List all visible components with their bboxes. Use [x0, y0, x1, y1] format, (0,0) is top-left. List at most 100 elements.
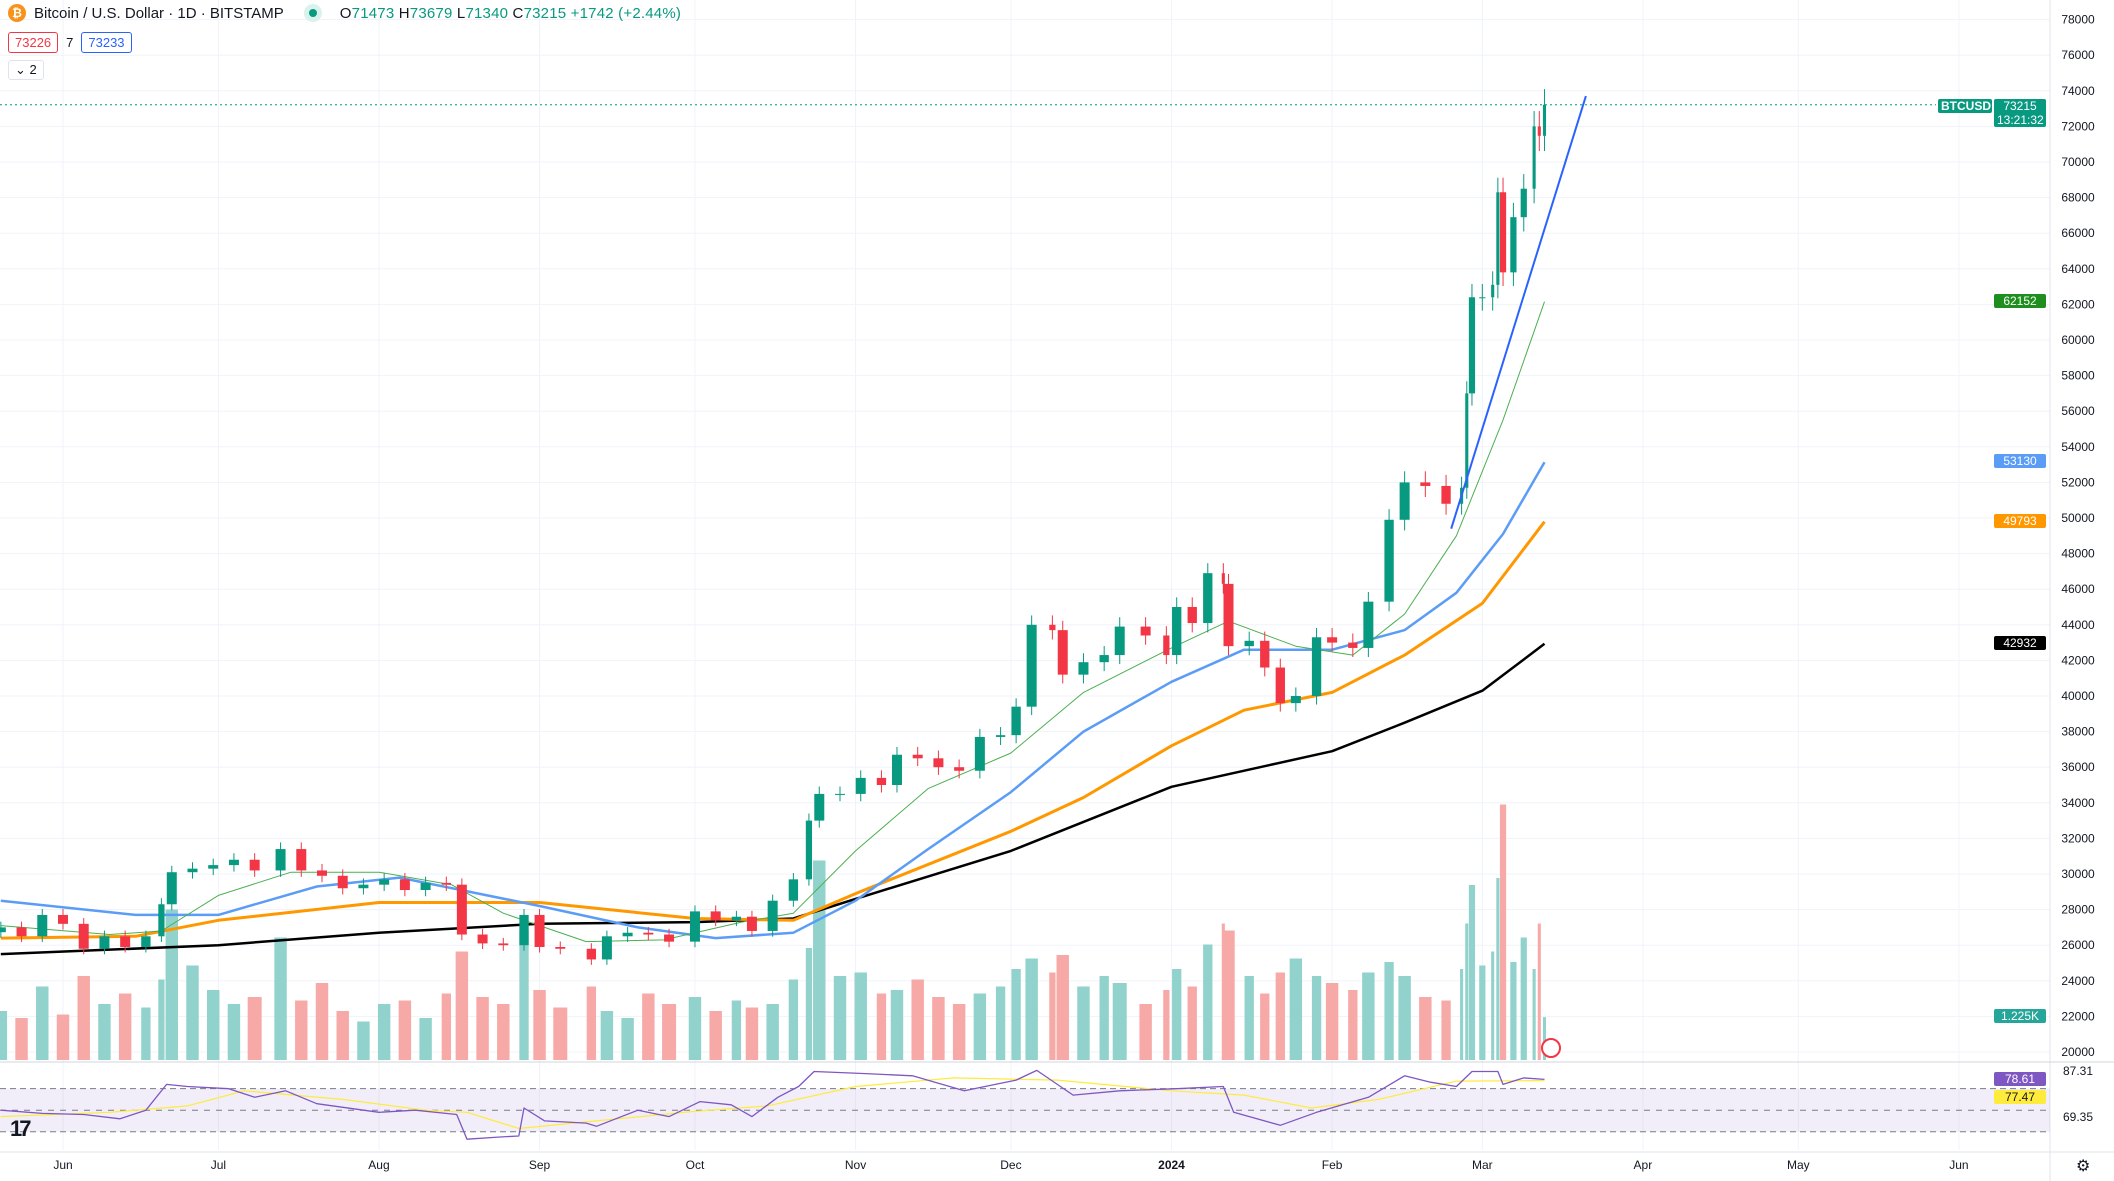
- time-tick-label: Jun: [1949, 1158, 1968, 1172]
- buy-button[interactable]: 73233: [81, 32, 132, 53]
- candle-body: [954, 767, 965, 771]
- candle-body: [1542, 104, 1547, 136]
- price-tick-label: 48000: [2061, 547, 2095, 561]
- volume-bar: [745, 1007, 759, 1060]
- candle-body: [141, 936, 151, 947]
- time-tick-label: Aug: [368, 1158, 389, 1172]
- volume-bar: [1398, 976, 1411, 1060]
- price-tick-label: 78000: [2061, 13, 2095, 27]
- last-price-badge: 73215 13:21:32: [1994, 99, 2046, 127]
- candle-body: [1290, 696, 1301, 704]
- candle-body: [1187, 607, 1197, 624]
- candle-body: [78, 923, 89, 949]
- volume-bar: [642, 993, 655, 1060]
- volume-bar: [1496, 878, 1500, 1060]
- time-tick-label: Sep: [529, 1158, 551, 1172]
- candle-body: [1327, 637, 1338, 643]
- volume-bar: [398, 1000, 412, 1060]
- volume-bar: [1112, 983, 1127, 1060]
- volume-bar: [1362, 972, 1375, 1060]
- candle-body: [166, 872, 177, 905]
- volume-bar: [788, 979, 799, 1060]
- candle-body: [1532, 126, 1536, 189]
- volume-bar: [1348, 990, 1358, 1060]
- time-tick-label: Feb: [1322, 1158, 1343, 1172]
- candle-body: [1537, 126, 1541, 136]
- price-tick-label: 72000: [2061, 119, 2095, 133]
- rsi-ma-badge: 77.47: [1994, 1090, 2046, 1104]
- volume-bar: [295, 1000, 308, 1060]
- volume-bar: [1499, 804, 1507, 1060]
- candle-body: [399, 879, 410, 891]
- volume-bar: [553, 1007, 568, 1060]
- price-tick-label: 64000: [2061, 262, 2095, 276]
- sell-button[interactable]: 73226: [8, 32, 59, 53]
- ma50-badge: 53130: [1994, 454, 2046, 468]
- candle-body: [1275, 667, 1285, 704]
- price-tick-label: 38000: [2061, 725, 2095, 739]
- tradingview-logo[interactable]: 17: [10, 1116, 32, 1141]
- candle-body: [1172, 607, 1182, 656]
- candle-body: [1491, 284, 1495, 298]
- candle-body: [1468, 297, 1476, 394]
- time-tick-label: Dec: [1000, 1158, 1021, 1172]
- ohlc-values: O71473 H73679 L71340 C73215 +1742 (+2.44…: [339, 4, 682, 22]
- candle-body: [1099, 655, 1109, 663]
- volume-bar: [497, 1004, 510, 1060]
- volume-bar: [1537, 923, 1541, 1060]
- candle-body: [767, 900, 778, 931]
- candle-body: [37, 914, 48, 937]
- price-tick-label: 74000: [2061, 84, 2095, 98]
- volume-bar: [586, 986, 597, 1060]
- volume-bar: [118, 993, 132, 1060]
- candle-body: [317, 870, 327, 876]
- candle-body: [120, 936, 131, 947]
- rsi-line: [0, 1069, 1545, 1140]
- volume-bar: [805, 948, 813, 1060]
- candle-body: [519, 914, 529, 946]
- price-tick-label: 34000: [2061, 796, 2095, 810]
- volume-bar: [419, 1018, 432, 1060]
- symbol-legend: ₿ Bitcoin / U.S. Dollar · 1D · BITSTAMP …: [8, 4, 681, 22]
- volume-bar: [1260, 993, 1270, 1060]
- price-tick-label: 60000: [2061, 333, 2095, 347]
- price-tick-label: 52000: [2061, 475, 2095, 489]
- symbol-title[interactable]: Bitcoin / U.S. Dollar · 1D · BITSTAMP: [34, 4, 284, 22]
- volume-bar: [932, 997, 945, 1060]
- volume-bar: [766, 1004, 779, 1060]
- volume-bar: [973, 993, 987, 1060]
- spread: 7: [66, 35, 74, 50]
- settings-icon[interactable]: ⚙: [2076, 1158, 2091, 1175]
- candle-body: [1260, 640, 1270, 668]
- volume-bar: [1289, 958, 1303, 1060]
- volume-bar: [1139, 1004, 1152, 1060]
- candle-body: [601, 936, 612, 960]
- rsi-axis-bottom: 69.35: [2062, 1110, 2094, 1124]
- candle-body: [534, 914, 545, 947]
- volume-bar: [1510, 962, 1517, 1060]
- volume-bar: [1025, 958, 1038, 1060]
- candle-body: [710, 911, 721, 921]
- indicators-collapse-button[interactable]: ⌄ 2: [8, 60, 44, 80]
- candle-body: [228, 859, 239, 866]
- price-tick-label: 76000: [2061, 48, 2095, 62]
- volume-bar: [207, 990, 220, 1060]
- price-tick-label: 66000: [2061, 226, 2095, 240]
- candle-body: [498, 943, 509, 946]
- volume-bar: [731, 1000, 742, 1060]
- market-open-indicator: [303, 4, 322, 22]
- symbol-badge: BTCUSD: [1938, 99, 1992, 113]
- candle-body: [420, 882, 431, 891]
- volume-bar: [77, 976, 90, 1060]
- candle-body: [1363, 601, 1374, 648]
- candle-body: [1399, 482, 1410, 520]
- candle-body: [456, 884, 467, 935]
- volume-bar: [890, 990, 904, 1060]
- price-tick-label: 70000: [2061, 155, 2095, 169]
- volume-bar: [15, 1018, 28, 1060]
- candle-body: [0, 927, 6, 933]
- volume-bar: [1419, 997, 1432, 1060]
- candle-body: [1163, 635, 1170, 656]
- volume-bar: [336, 1011, 349, 1060]
